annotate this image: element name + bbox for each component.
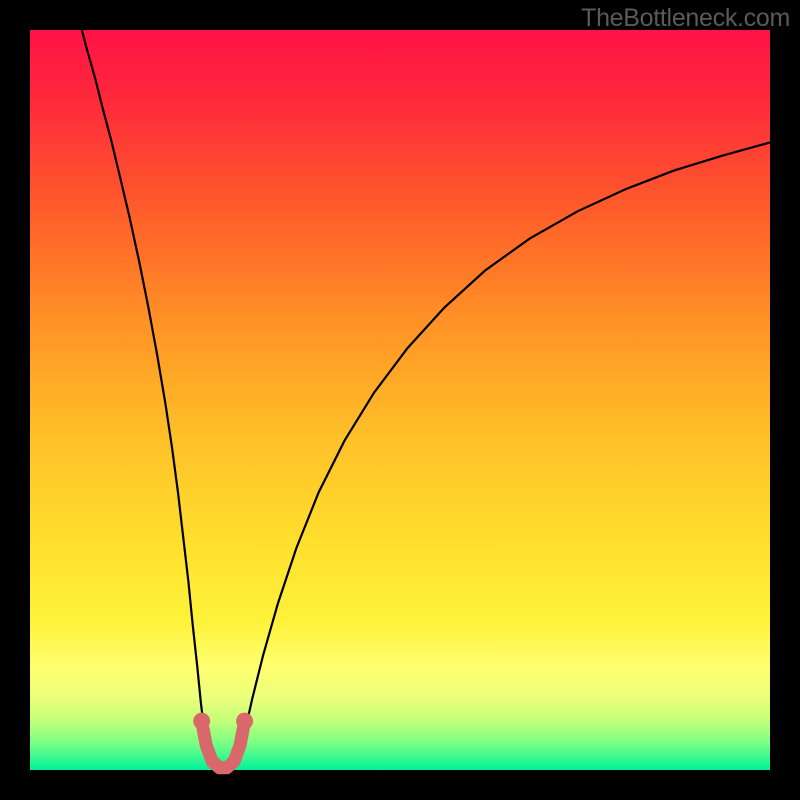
- bottleneck-chart: [0, 0, 800, 800]
- gradient-plot-area: [30, 30, 770, 770]
- marker-dot-right: [236, 713, 253, 730]
- marker-dot-left: [193, 713, 210, 730]
- watermark-label: TheBottleneck.com: [581, 4, 790, 33]
